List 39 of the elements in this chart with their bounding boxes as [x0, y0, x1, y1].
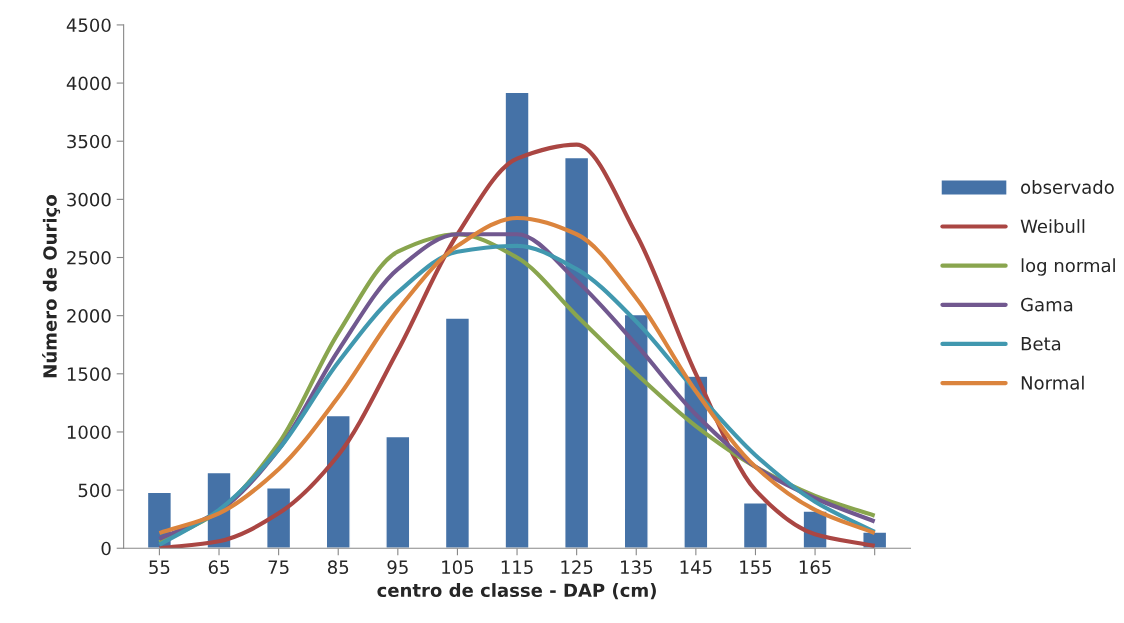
x-tick-label: 125 [561, 560, 593, 575]
x-tick-label: 155 [740, 560, 772, 575]
legend-label: Normal [1021, 375, 1084, 390]
y-tick-label: 500 [78, 483, 111, 498]
legend-label: Weibull [1020, 219, 1085, 234]
bar [265, 487, 292, 549]
y-axis-title: Número de Ouriço [42, 195, 61, 378]
bar [564, 156, 590, 549]
x-tick-label: 65 [208, 560, 229, 575]
x-tick-label: 135 [621, 560, 652, 575]
x-tick-label: 105 [442, 560, 474, 575]
y-tick-label: 0 [101, 541, 111, 556]
y-tick-label: 3500 [67, 134, 111, 149]
legend-label: Beta [1021, 337, 1061, 351]
x-tick-label: 115 [501, 560, 533, 575]
x-axis-title: centro de classe - DAP (cm) [377, 583, 656, 600]
legend-label: Gama [1021, 297, 1073, 312]
line-series [157, 142, 877, 549]
x-tick-label: 95 [387, 560, 408, 575]
y-tick-label: 3000 [67, 192, 111, 207]
x-tick-label: 145 [680, 560, 712, 575]
legend-label: observado [1021, 179, 1114, 194]
bar [623, 313, 649, 549]
x-tick-label: 85 [327, 560, 349, 575]
x-tick-label: 165 [799, 560, 831, 575]
x-tick-label: 55 [149, 560, 170, 575]
legend-label: log normal [1021, 258, 1115, 276]
y-tick-label: 2000 [67, 309, 111, 323]
bar [742, 502, 769, 549]
bar [325, 414, 351, 549]
y-tick-label: 2500 [67, 250, 111, 265]
y-tick-label: 4500 [66, 18, 111, 33]
y-tick-label: 4000 [66, 76, 111, 91]
bar [385, 435, 411, 549]
bar [504, 91, 530, 549]
y-tick-label: 1000 [67, 425, 111, 440]
x-tick-label: 75 [268, 560, 289, 575]
y-tick-label: 1500 [67, 367, 111, 381]
bar [444, 317, 471, 549]
